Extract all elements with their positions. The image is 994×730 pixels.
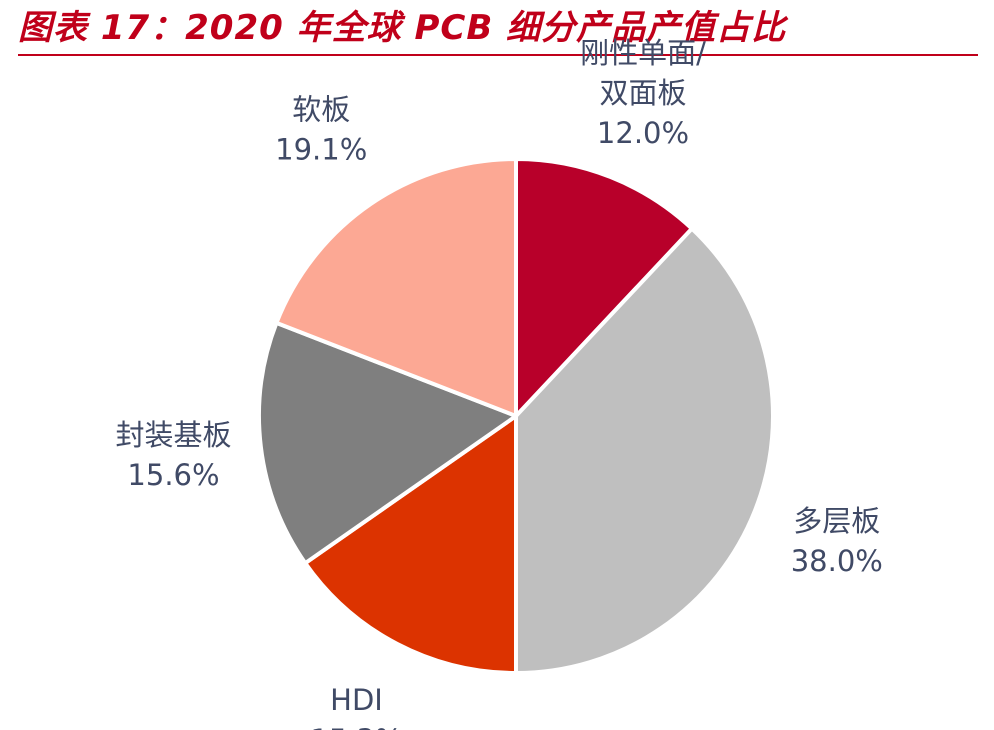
pie-slice	[257, 320, 518, 566]
pie-slice	[274, 157, 518, 418]
slice-label: 封装基板 15.6%	[115, 418, 231, 492]
slice-label: 软板 19.1%	[275, 92, 367, 166]
slice-category-label: 刚性单面/	[580, 36, 706, 70]
slice-value-label: 12.0%	[597, 116, 689, 150]
slice-label: 多层板 38.0%	[791, 504, 883, 578]
slice-value-label: 15.3%	[310, 723, 402, 730]
slice-category-label: 软板	[292, 92, 350, 126]
slice-value-label: 19.1%	[275, 132, 367, 166]
slice-category-label: HDI	[330, 683, 383, 717]
slice-value-label: 15.6%	[127, 458, 219, 492]
pie-labels: 刚性单面/双面板 12.0% 多层板 38.0% HDI 15.3% 封装基板 15.6% 软板…	[115, 36, 882, 730]
slice-category-label: 双面板	[599, 76, 686, 110]
pie-slice	[303, 414, 518, 675]
slice-category-label: 多层板	[793, 504, 880, 538]
slice-label: 刚性单面/双面板 12.0%	[580, 36, 706, 150]
pie-slices	[257, 157, 775, 675]
pie-slice	[514, 226, 775, 675]
pie-slice	[514, 157, 694, 418]
slice-label: HDI 15.3%	[310, 683, 402, 730]
title-rule	[18, 54, 978, 56]
slice-category-label: 封装基板	[115, 418, 231, 452]
figure-title: 图表 17：2020 年全球 PCB 细分产品产值占比	[18, 8, 787, 48]
slice-value-label: 38.0%	[791, 544, 883, 578]
